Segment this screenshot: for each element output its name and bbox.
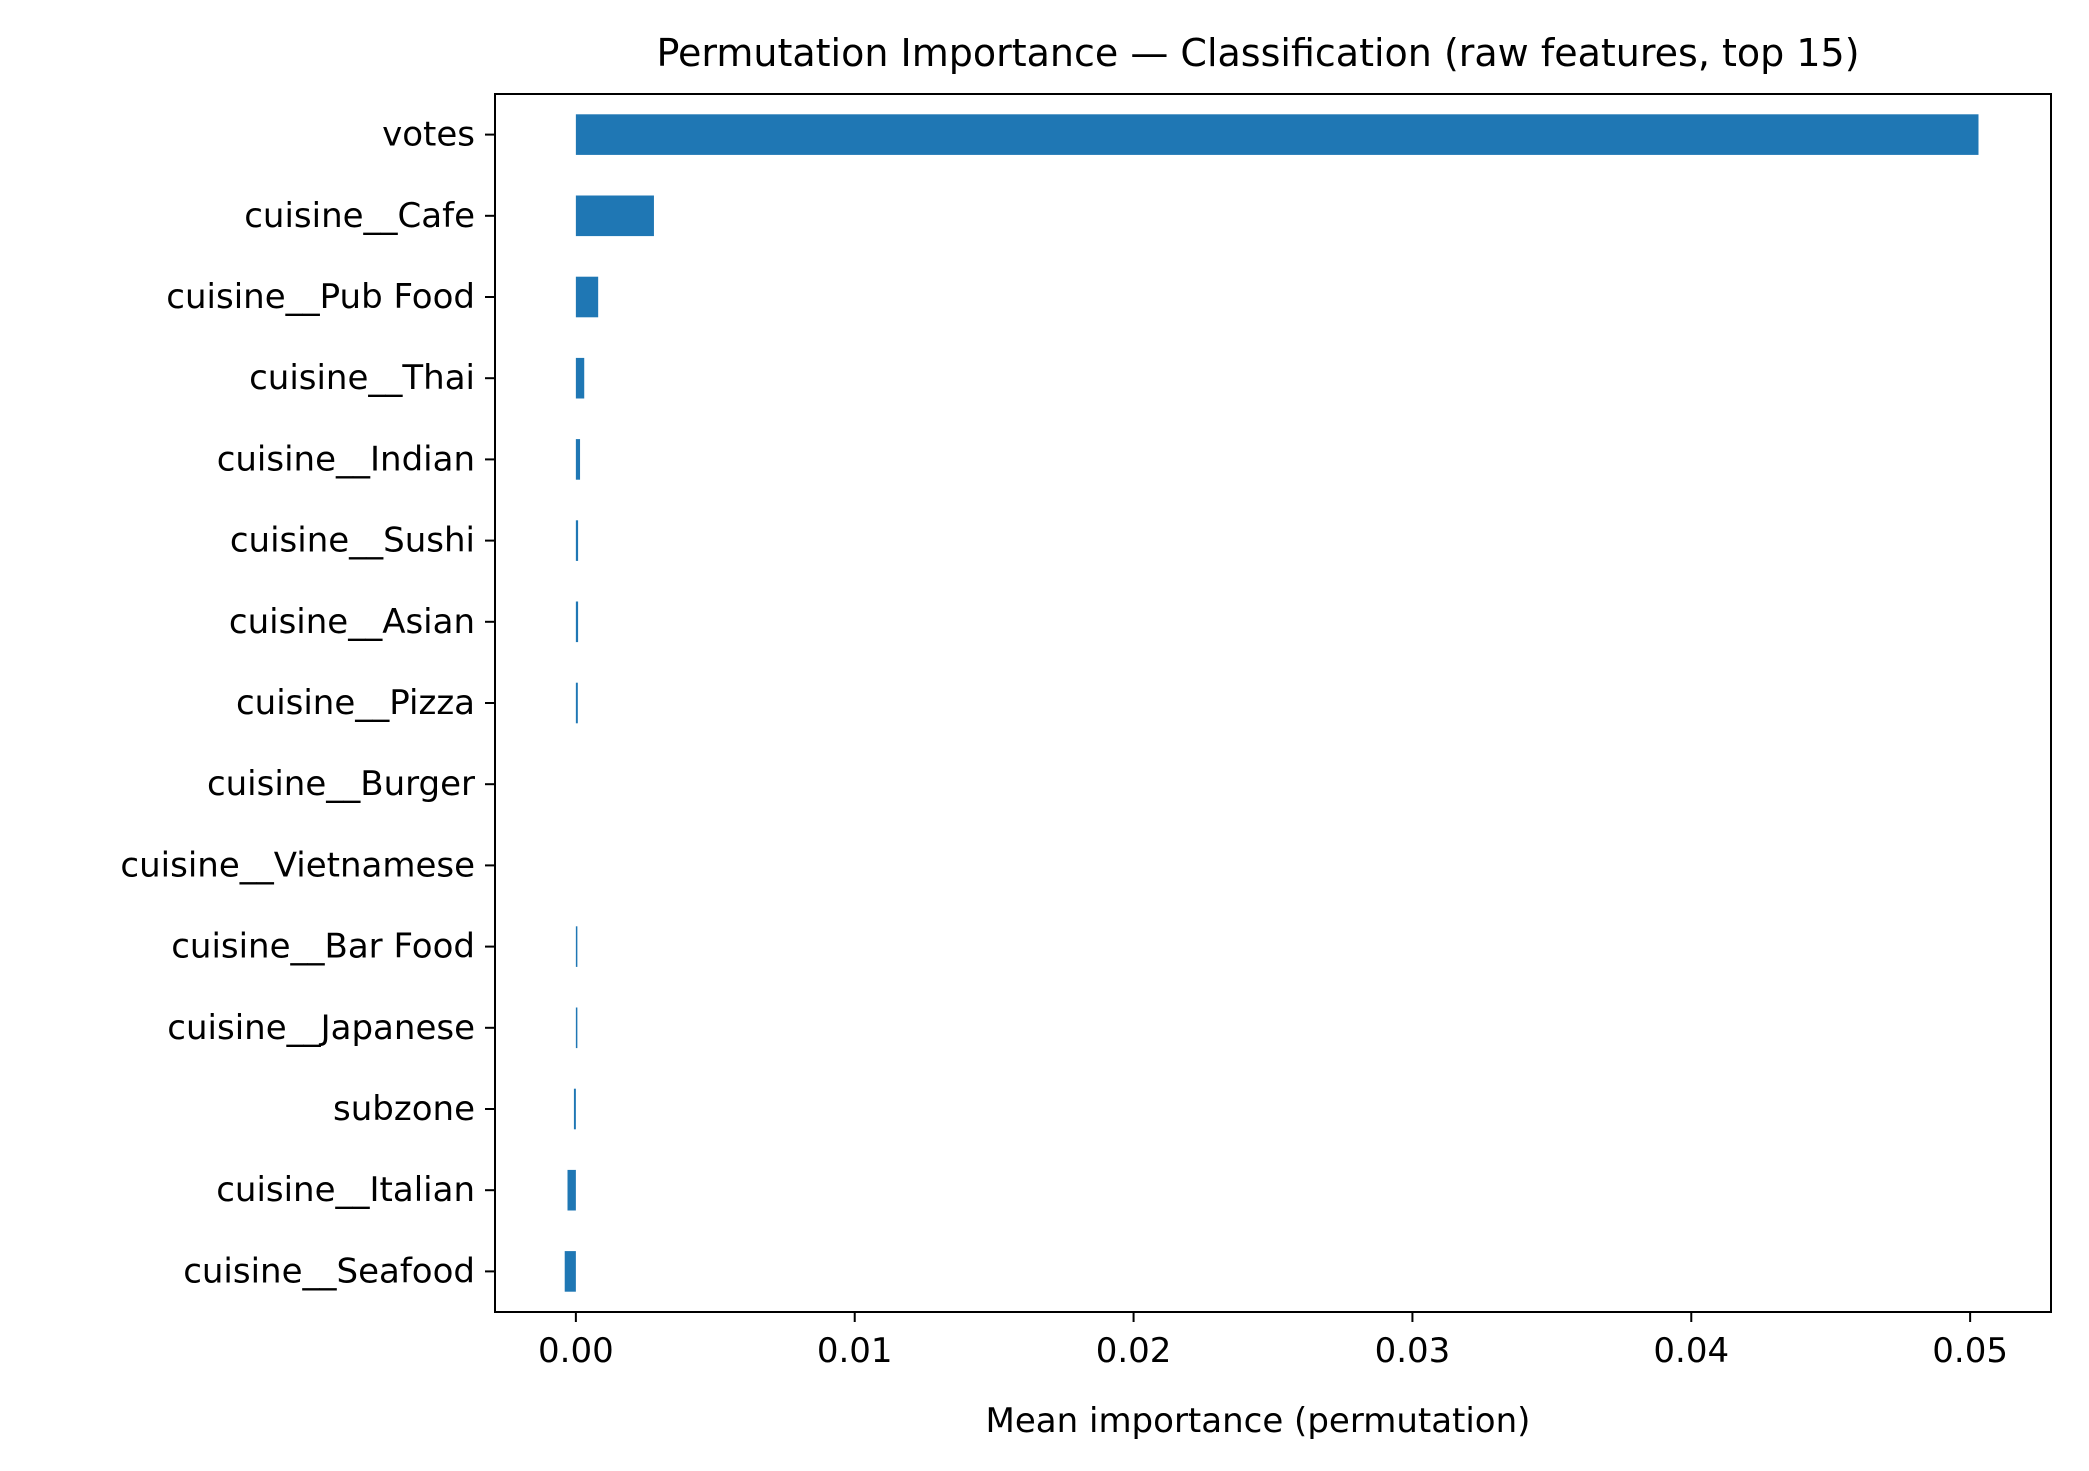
bar-6 — [575, 601, 579, 643]
bar-4 — [575, 439, 581, 480]
y-tick-label: cuisine__Vietnamese — [120, 845, 475, 885]
y-tick-label: cuisine__Indian — [217, 439, 475, 479]
y-tick-label: cuisine__Japanese — [167, 1008, 475, 1048]
bar-7 — [575, 682, 578, 724]
plot-frame — [494, 93, 2052, 1313]
y-tick-label: votes — [382, 115, 475, 155]
bar-3 — [575, 357, 585, 399]
x-tick-label: 0.00 — [538, 1331, 614, 1371]
bar-5 — [575, 520, 579, 561]
bar-14 — [564, 1251, 576, 1292]
y-tick-label: cuisine__Italian — [216, 1170, 475, 1210]
x-axis-label: Mean importance (permutation) — [986, 1401, 1531, 1441]
x-tick-label: 0.03 — [1375, 1331, 1451, 1371]
bar-1 — [575, 195, 654, 237]
y-tick-label: subzone — [333, 1089, 475, 1129]
x-tick-label: 0.02 — [1096, 1331, 1172, 1371]
y-tick-label: cuisine__Seafood — [183, 1251, 475, 1291]
x-tick-label: 0.05 — [1932, 1331, 2008, 1371]
bar-0 — [575, 114, 1979, 155]
bar-11 — [575, 1007, 578, 1049]
y-tick-label: cuisine__Burger — [207, 764, 475, 804]
x-tick-label: 0.04 — [1653, 1331, 1729, 1371]
bar-12 — [573, 1088, 576, 1130]
x-axis-ticks: 0.00 0.01 0.02 0.03 0.04 0.05 — [538, 1312, 2008, 1371]
y-tick-label: cuisine__Sushi — [230, 521, 475, 561]
chart-title: Permutation Importance — Classification … — [656, 31, 1859, 75]
bar-10 — [575, 926, 578, 967]
bar-2 — [575, 276, 599, 318]
y-tick-label: cuisine__Thai — [249, 358, 475, 398]
y-tick-label: cuisine__Asian — [229, 602, 475, 642]
y-tick-label: cuisine__Bar Food — [171, 927, 475, 967]
y-axis-ticks: votes cuisine__Cafe cuisine__Pub Food cuisi… — [120, 115, 495, 1291]
y-tick-label: cuisine__Pub Food — [166, 277, 475, 317]
x-tick-label: 0.01 — [817, 1331, 893, 1371]
bar-13 — [567, 1169, 576, 1211]
y-tick-label: cuisine__Cafe — [244, 196, 475, 236]
y-tick-label: cuisine__Pizza — [236, 683, 475, 723]
bars-layer — [564, 114, 1979, 1292]
